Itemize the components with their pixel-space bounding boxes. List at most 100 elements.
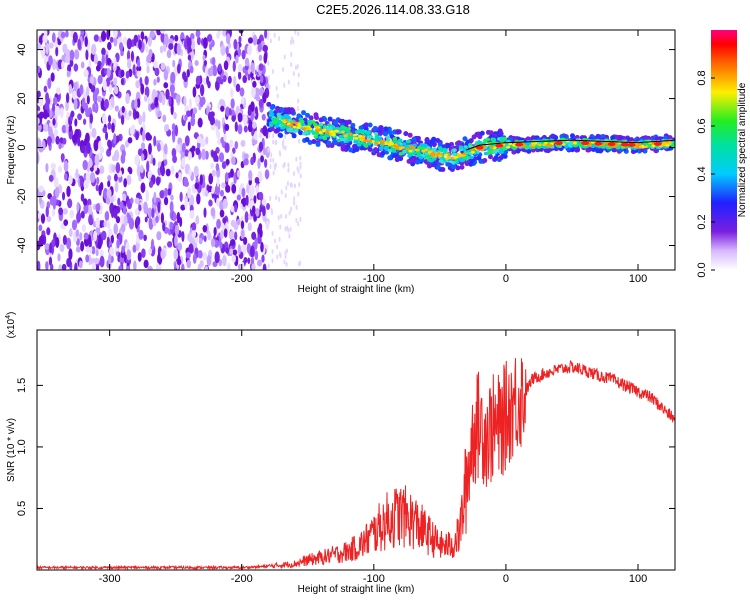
noise-speckle (114, 181, 119, 193)
noise-speckle (219, 241, 223, 249)
noise-speckle (90, 43, 97, 56)
signal-halo-blob (591, 147, 597, 153)
noise-speckle (95, 87, 100, 95)
noise-speckle (223, 132, 227, 142)
noise-speckle (295, 156, 298, 162)
noise-speckle (85, 86, 90, 99)
signal-peak-blob (588, 144, 593, 147)
noise-speckle (247, 37, 253, 44)
noise-speckle (257, 43, 262, 53)
noise-speckle (292, 171, 295, 177)
noise-speckle (162, 114, 167, 123)
noise-speckle (106, 57, 112, 66)
noise-speckle (45, 92, 50, 103)
noise-speckle (107, 180, 111, 188)
noise-speckle (261, 254, 265, 263)
noise-speckle (258, 54, 263, 62)
noise-speckle (143, 94, 148, 102)
noise-speckle (297, 191, 300, 197)
noise-speckle (100, 30, 107, 42)
noise-speckle (172, 59, 176, 68)
noise-speckle (89, 76, 95, 84)
signal-halo-blob (403, 131, 409, 137)
noise-speckle (227, 172, 232, 179)
noise-speckle (120, 114, 125, 125)
signal-halo-blob (352, 143, 358, 149)
signal-halo-blob (296, 113, 302, 119)
noise-speckle (206, 34, 213, 42)
noise-speckle (68, 228, 73, 238)
signal-core-blob (318, 135, 323, 140)
noise-speckle (103, 220, 107, 228)
noise-speckle (99, 165, 105, 175)
noise-speckle (264, 158, 268, 168)
noise-speckle (47, 77, 52, 90)
signal-max-blob (594, 141, 603, 146)
noise-speckle (232, 147, 236, 154)
signal-core-blob (402, 149, 407, 154)
spectrogram-frame (36, 29, 676, 271)
noise-speckle (246, 242, 251, 254)
noise-speckle (65, 123, 69, 134)
noise-speckle (61, 191, 66, 201)
noise-speckle (57, 165, 63, 173)
noise-speckle (249, 186, 254, 198)
noise-speckle (226, 185, 231, 193)
noise-speckle (211, 187, 215, 195)
signal-halo-blob (376, 152, 382, 158)
noise-speckle (204, 265, 209, 270)
noise-speckle (245, 194, 249, 206)
noise-speckle (80, 240, 85, 252)
noise-speckle (42, 34, 48, 44)
noise-speckle (196, 136, 202, 144)
noise-speckle (285, 261, 288, 267)
noise-speckle (80, 210, 85, 219)
noise-speckle (184, 114, 188, 121)
noise-speckle (112, 30, 118, 39)
noise-speckle (290, 206, 293, 212)
noise-speckle (75, 229, 80, 238)
noise-speckle (171, 123, 176, 131)
noise-speckle (194, 182, 200, 190)
signal-halo-blob (291, 133, 297, 139)
noise-speckle (253, 195, 257, 204)
signal-core-blob (411, 151, 416, 156)
noise-speckle (241, 49, 246, 60)
noise-speckle (60, 223, 65, 230)
noise-speckle (73, 81, 78, 91)
noise-speckle (272, 170, 275, 176)
noise-speckle (254, 130, 258, 141)
noise-speckle (290, 62, 293, 68)
noise-speckle (153, 90, 158, 98)
noise-speckle (265, 220, 270, 231)
noise-speckle (82, 198, 88, 206)
noise-speckle (75, 246, 81, 253)
noise-speckle (37, 105, 41, 112)
noise-speckle (260, 241, 264, 253)
noise-speckle (225, 33, 231, 45)
noise-speckle (134, 197, 140, 205)
noise-speckle (130, 50, 135, 62)
noise-speckle (45, 42, 49, 55)
signal-core-blob (443, 148, 448, 153)
noise-speckle (147, 265, 153, 270)
noise-speckle (99, 255, 105, 268)
noise-speckle (202, 54, 206, 62)
noise-speckle (162, 43, 167, 53)
noise-speckle (88, 214, 93, 226)
noise-speckle (113, 86, 119, 95)
noise-speckle (269, 163, 272, 169)
signal-halo-blob (468, 161, 474, 167)
signal-core-blob (274, 124, 279, 128)
noise-speckle (110, 96, 115, 108)
snr-y-multiplier: (x104) (5, 312, 17, 339)
signal-halo-blob (392, 152, 398, 158)
noise-speckle (126, 265, 131, 270)
signal-halo-blob (284, 107, 290, 113)
noise-speckle (219, 189, 225, 197)
noise-speckle (174, 235, 178, 247)
snr-x-label: Height of straight line (km) (298, 584, 415, 595)
noise-speckle (220, 44, 226, 56)
noise-speckle (222, 198, 228, 209)
noise-speckle (218, 63, 222, 72)
